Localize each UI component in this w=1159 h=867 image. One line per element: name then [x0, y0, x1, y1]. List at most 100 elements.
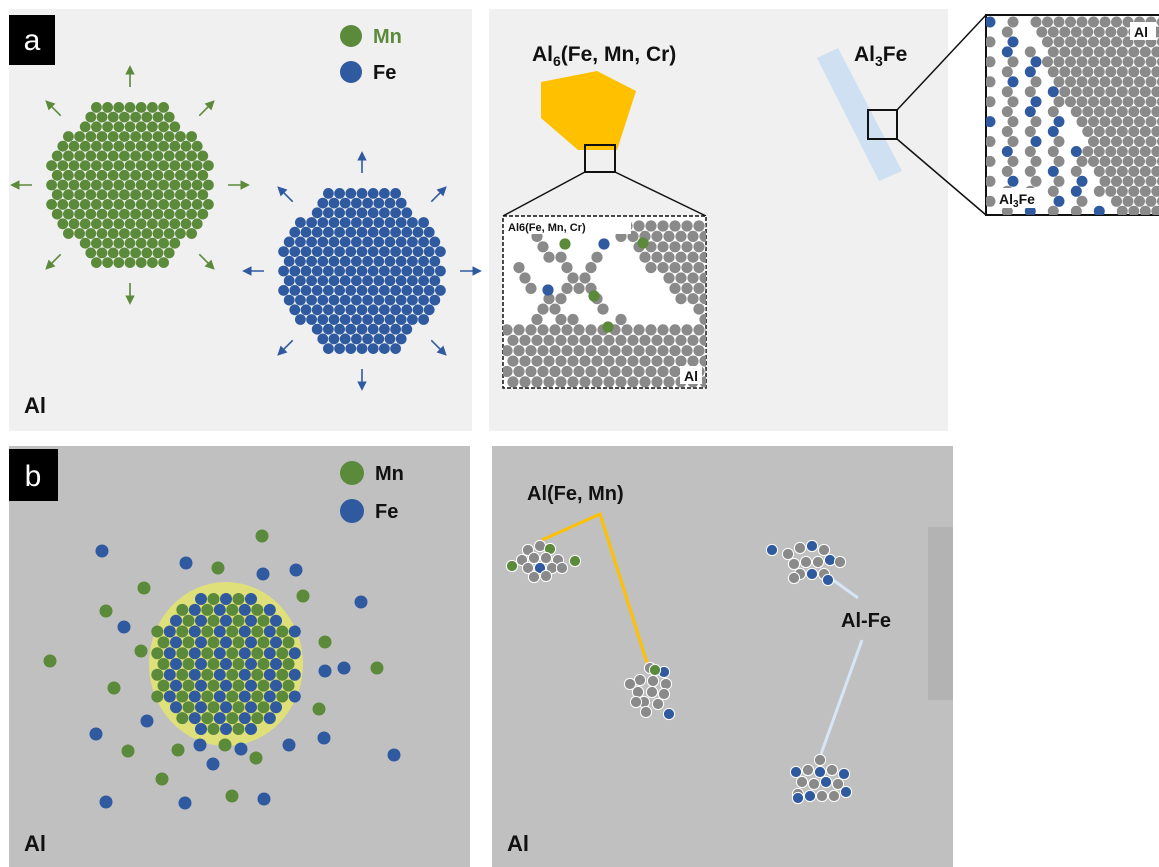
mn-atom	[68, 160, 80, 172]
mixed-atom	[151, 668, 164, 681]
mn-atom	[79, 237, 91, 249]
mn-atom	[135, 160, 147, 172]
al-atom	[669, 220, 681, 232]
mn-atom	[63, 169, 74, 181]
mn-atom	[141, 189, 153, 201]
al-atom	[657, 365, 669, 378]
fe-atom	[401, 304, 413, 316]
dispersed-solute-atoms	[43, 529, 401, 810]
mn-atom	[135, 257, 147, 268]
lattice-atom	[1076, 96, 1088, 108]
diffusion-arrow	[430, 339, 447, 356]
mn-atom	[107, 169, 119, 181]
solute-atom	[602, 321, 614, 333]
al-atom	[645, 345, 657, 357]
mixed-atom	[176, 625, 189, 638]
al-atom	[561, 365, 573, 378]
mixed-atom	[220, 701, 232, 714]
mn-atom	[51, 169, 63, 181]
mn-atom	[63, 150, 74, 162]
mixed-atom	[288, 625, 301, 638]
cluster-atom	[827, 789, 841, 803]
lattice-atom	[1139, 66, 1151, 78]
mixed-atom	[188, 603, 201, 616]
fe-atom	[429, 255, 441, 267]
fe-atom	[367, 285, 379, 296]
al-atom	[645, 220, 657, 232]
al-atom	[513, 324, 525, 336]
mn-atom	[91, 199, 102, 210]
lattice-atom	[1139, 86, 1151, 98]
mixed-atom	[213, 712, 226, 725]
fe-atom	[407, 236, 418, 248]
lattice-atom	[1134, 116, 1145, 128]
fe-atom	[257, 792, 271, 806]
diffusion-arrow	[45, 100, 62, 117]
fe-atom	[418, 275, 429, 287]
lattice-atom	[1030, 116, 1042, 128]
panel-a: a Mn Fe Al Al6(Fe, Mn, Cr) Al6(Fe, Mn, C…	[9, 9, 1159, 431]
lattice-atom	[1134, 96, 1145, 108]
fe-atom	[337, 661, 351, 675]
lattice-atom	[1088, 136, 1099, 147]
fe-atom	[362, 217, 373, 228]
lattice-atom	[986, 56, 996, 68]
mn-atom	[99, 604, 113, 618]
fe-atom	[345, 343, 357, 354]
mixed-atom	[176, 712, 189, 725]
al-atom	[687, 230, 699, 242]
al-atom	[543, 376, 555, 388]
al-atom	[591, 376, 603, 388]
al-atom	[549, 324, 561, 336]
mn-atom-cluster	[46, 102, 214, 268]
cluster-atom	[799, 555, 813, 569]
lattice-atom	[1139, 106, 1151, 118]
mn-atom	[79, 140, 91, 152]
mn-atom	[43, 654, 57, 668]
mixed-atom	[220, 636, 232, 649]
lattice-atom	[1139, 46, 1151, 58]
lattice-atom	[1076, 116, 1088, 128]
al-atom	[705, 327, 706, 333]
lattice-atom	[1122, 195, 1134, 207]
mn-atom	[74, 150, 85, 162]
lattice-atom	[1047, 46, 1059, 58]
lattice-atom	[1099, 136, 1111, 147]
mn-atom	[249, 751, 263, 765]
fe-atom	[306, 217, 317, 228]
cluster-atom	[831, 777, 845, 791]
fe-atom	[351, 197, 362, 209]
mn-atom	[218, 738, 232, 752]
lattice-atom	[1082, 26, 1094, 38]
cluster-atom	[823, 553, 837, 567]
mixed-atom	[245, 614, 257, 627]
al-atom	[681, 220, 693, 232]
fe-atom	[334, 304, 345, 316]
lattice-atom	[1093, 205, 1105, 215]
fe-atom	[356, 343, 368, 354]
cluster-atom	[811, 555, 825, 569]
mn-atom	[107, 228, 119, 239]
mixed-atom	[188, 690, 201, 703]
lattice-atom	[1082, 106, 1094, 118]
mn-atom	[124, 140, 136, 152]
lattice-atom	[1042, 56, 1053, 68]
mixed-atom	[245, 636, 257, 649]
mn-atom	[74, 189, 85, 201]
mixed-atom	[238, 712, 251, 725]
mn-atom	[113, 102, 125, 113]
mn-atom	[130, 169, 142, 181]
cluster-atom	[837, 767, 851, 781]
mn-atom	[141, 131, 153, 142]
mixed-atom	[188, 647, 201, 660]
fe-atom	[334, 246, 345, 257]
mn-atom	[119, 111, 130, 123]
mn-atom	[163, 150, 175, 162]
diffusion-arrow	[45, 253, 62, 270]
fe-atom	[412, 226, 424, 238]
fe-atom	[373, 236, 385, 248]
lattice-atom	[1047, 146, 1059, 157]
fe-atom	[390, 226, 401, 238]
phase2-inset-label: Al3Fe	[999, 191, 1035, 210]
fe-atom	[351, 314, 362, 325]
